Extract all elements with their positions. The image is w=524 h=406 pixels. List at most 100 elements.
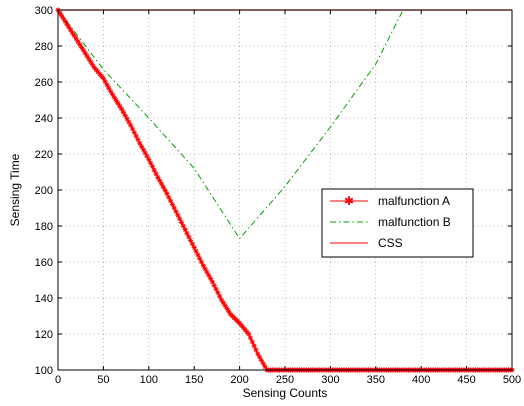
series-malfunction-a-marker [191,245,197,251]
x-tick-label: 150 [185,374,203,386]
series-malfunction-a-marker [140,147,146,153]
series-malfunction-a-marker [251,343,257,349]
legend: ✱ malfunction A malfunction B CSS [321,188,474,258]
y-tick-label: 280 [35,41,53,53]
y-axis-title: Sensing Time [8,153,22,226]
legend-marker-malfunction-a: ✱ [344,194,354,208]
series-malfunction-a-marker [220,300,226,306]
series-malfunction-a-marker [104,82,110,88]
series-malfunction-a-marker [86,56,92,62]
y-tick-label: 220 [35,149,53,161]
y-tick-label: 140 [35,293,53,305]
series-malfunction-a-marker [131,129,137,135]
series-malfunction-a-marker [118,106,125,112]
series-malfunction-a-marker [211,282,217,288]
series-malfunction-a-marker [186,234,192,240]
series-malfunction-b-line [57,9,512,240]
series-malfunction-a-marker [162,187,168,193]
x-tick-label: 250 [276,374,294,386]
x-tick-label: 500 [503,374,521,386]
y-tick-label: 300 [35,5,53,17]
ticks: 0 50 100 150 200 250 300 350 400 450 500 100 120 140 1… [35,5,522,386]
series-malfunction-a-marker [180,223,186,229]
series-malfunction-a-marker [144,153,150,159]
series-malfunction-a-marker [62,18,68,25]
series-malfunction-a-marker [113,97,119,103]
series-malfunction-a-marker [138,143,145,150]
series-malfunction-a-marker [240,324,246,331]
series-malfunction-a-marker [135,137,141,143]
series-malfunction-a-marker [77,41,83,48]
series-malfunction-a-marker [124,116,130,122]
series-malfunction-a-marker [226,308,232,314]
series-malfunction-a-marker [108,88,114,94]
series-malfunction-a-marker [66,24,72,30]
series-malfunction-a-marker [64,21,70,27]
series-malfunction-a-marker [128,122,134,128]
series-malfunction-a-marker [120,109,126,115]
series-malfunction-a-marker [100,75,106,81]
legend-item-malfunction-b: malfunction B [330,215,451,229]
series-malfunction-a-marker [95,69,101,75]
series-malfunction-a-marker [178,219,185,225]
legend-item-malfunction-a: ✱ malfunction A [330,194,450,208]
y-tick-label: 200 [35,185,53,197]
series-malfunction-a-marker [256,354,263,360]
series-malfunction-a-marker [258,357,264,363]
series-malfunction-a-marker [238,322,245,328]
series-malfunction-a-marker [246,331,252,337]
series-malfunction-a-marker [217,293,223,299]
series-malfunction-a-marker [173,209,179,215]
legend-label-malfunction-a: malfunction A [378,194,450,208]
series-malfunction-a-marker [189,241,195,247]
x-tick-label: 350 [367,374,385,386]
series-malfunction-a-marker [129,126,136,132]
series-malfunction-a-marker [155,174,161,180]
series-malfunction-a-marker [151,167,157,173]
y-tick-label: 160 [35,257,53,269]
series-malfunction-a-marker [215,290,221,296]
series-malfunction-a-marker [115,100,121,106]
series-malfunction-a-marker [255,351,261,357]
series-malfunction-a-marker [209,279,215,285]
series-malfunction-a-marker [242,327,248,333]
series-malfunction-a-marker [213,286,219,292]
series-malfunction-a-marker [158,181,165,187]
series-malfunction-a-marker [184,230,190,236]
series-malfunction-a-marker [111,94,117,101]
series-malfunction-a-marker [153,171,159,177]
series-malfunction-a-marker [164,191,170,197]
series-malfunction-a-marker [59,13,65,19]
series-malfunction-a-marker [249,339,255,345]
y-tick-label: 120 [35,329,53,341]
series-malfunction-a-marker [204,269,210,275]
series-malfunction-a-marker [218,297,225,303]
x-tick-label: 100 [140,374,158,386]
y-tick-label: 260 [35,77,53,89]
series-malfunction-a-marker [80,47,87,53]
series-malfunction-a-marker [82,50,88,56]
series-malfunction-a-marker [89,62,96,68]
series-malfunction-a-marker [237,320,243,326]
series-malfunction-a-marker [117,103,123,109]
series-malfunction-a-marker [84,53,90,59]
series-malfunction-a-marker [60,16,67,22]
y-tick-label: 100 [35,365,53,377]
x-axis-title: Sensing Counts [243,386,328,400]
x-tick-label: 400 [412,374,430,386]
series-malfunction-a-marker [137,140,143,146]
series-malfunction-a-marker [253,347,259,353]
series-malfunction-a-marker [177,216,183,222]
series-malfunction-a-marker [98,73,105,79]
series-malfunction-a-marker [171,205,177,211]
series-malfunction-a-marker [109,92,116,98]
series-malfunction-a-marker [202,266,208,272]
y-tick-label: 240 [35,113,53,125]
series-malfunction-a-marker [160,184,166,190]
series-malfunction-a-marker [175,212,181,218]
series-malfunction-a-marker [93,67,99,73]
legend-item-css: CSS [330,236,403,250]
series-malfunction-a-marker [167,198,174,204]
series-malfunction-a-marker [126,119,132,125]
x-tick-label: 300 [321,374,339,386]
